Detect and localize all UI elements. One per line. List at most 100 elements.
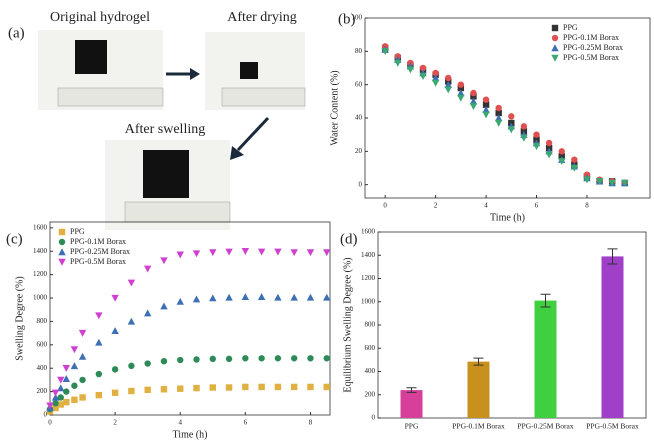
data-point [545,151,553,159]
data-point [70,362,79,370]
photo [205,32,306,110]
data-point [290,293,298,301]
x-axis-label: Time (h) [490,212,525,223]
data-point [242,355,249,362]
data-point [520,134,528,142]
data-point [160,357,168,365]
y-tick-label: 1600 [33,223,48,231]
y-tick-label: 80 [355,47,363,55]
data-point [192,295,201,303]
data-point [51,389,60,397]
data-point [608,179,616,187]
data-point [470,93,477,100]
y-tick-label: 600 [37,340,48,348]
x-tick-label: 2 [113,419,117,427]
data-point [57,384,65,392]
data-point [621,179,629,187]
data-point [457,81,465,88]
data-point [241,293,250,301]
data-point [431,79,440,87]
photo [105,140,231,230]
data-point [258,383,265,391]
data-point [176,297,184,305]
bar [467,361,490,418]
data-point [241,248,250,255]
data-point [127,279,136,287]
y-tick-label: 400 [365,367,376,375]
y-tick-label: 800 [37,317,48,325]
data-point [444,86,452,94]
data-point [111,327,119,334]
x-tick-label: 6 [535,202,539,210]
data-point [78,352,87,360]
data-point [419,73,427,81]
x-axis-label: Time (h) [173,429,208,440]
data-point [225,293,233,301]
data-point [306,249,315,257]
data-point [225,384,233,391]
data-point [160,302,168,310]
data-point [558,158,566,166]
bar [534,300,557,418]
data-point [144,386,151,394]
x-tick-label: 0 [48,419,52,427]
data-point [323,355,330,362]
data-point [457,84,465,92]
data-point [508,113,515,120]
data-point [507,126,515,134]
legend-marker [551,34,559,42]
data-point [143,309,152,317]
data-point [63,398,70,406]
data-point [274,383,282,391]
data-point [79,376,86,384]
y-tick-label: 200 [365,390,376,398]
x-tick-label: 8 [309,419,313,427]
x-tick-label: PPG-0.25M Borax [517,422,574,431]
data-point [470,89,477,97]
data-point [482,105,490,113]
y-tick-label: 100 [352,14,363,22]
error-bar [540,293,551,308]
bar [400,390,423,418]
y-tick-label: 1600 [361,228,376,236]
data-point [257,293,266,301]
data-point [70,346,79,354]
data-point [193,384,200,392]
legend-marker [58,228,66,236]
data-point [193,356,200,363]
data-point [595,178,604,186]
x-tick-label: 0 [383,202,387,210]
x-tick-label: 2 [434,202,438,210]
y-tick-label: 1200 [361,274,376,282]
photo-caption: After drying [227,10,297,25]
data-point [160,386,168,393]
data-point [71,382,78,389]
photo [38,30,164,110]
y-tick-label: 40 [355,114,363,122]
legend-label: PPG [70,227,85,236]
y-tick-label: 1000 [361,297,376,305]
legend-label: PPG-0.1M Borax [563,33,619,42]
data-point [62,365,70,372]
data-point [482,96,490,103]
y-tick-label: 1400 [33,247,48,255]
data-point [482,101,490,108]
y-tick-label: 200 [37,387,48,395]
x-tick-label: 4 [178,419,182,427]
x-tick-label: PPG-0.1M Borax [452,422,505,431]
data-point [63,388,70,395]
data-point [257,248,266,256]
y-tick-label: 1400 [361,251,376,259]
y-tick-label: 0 [372,414,376,422]
data-point [323,293,331,301]
data-point [57,376,65,384]
data-point [79,394,86,401]
data-point [495,109,502,117]
data-point [52,400,59,407]
plot-frame [49,221,331,416]
data-point [258,355,265,362]
data-point [225,355,233,363]
data-point [143,265,152,273]
x-tick-label: 8 [585,202,589,210]
data-point [71,396,78,403]
